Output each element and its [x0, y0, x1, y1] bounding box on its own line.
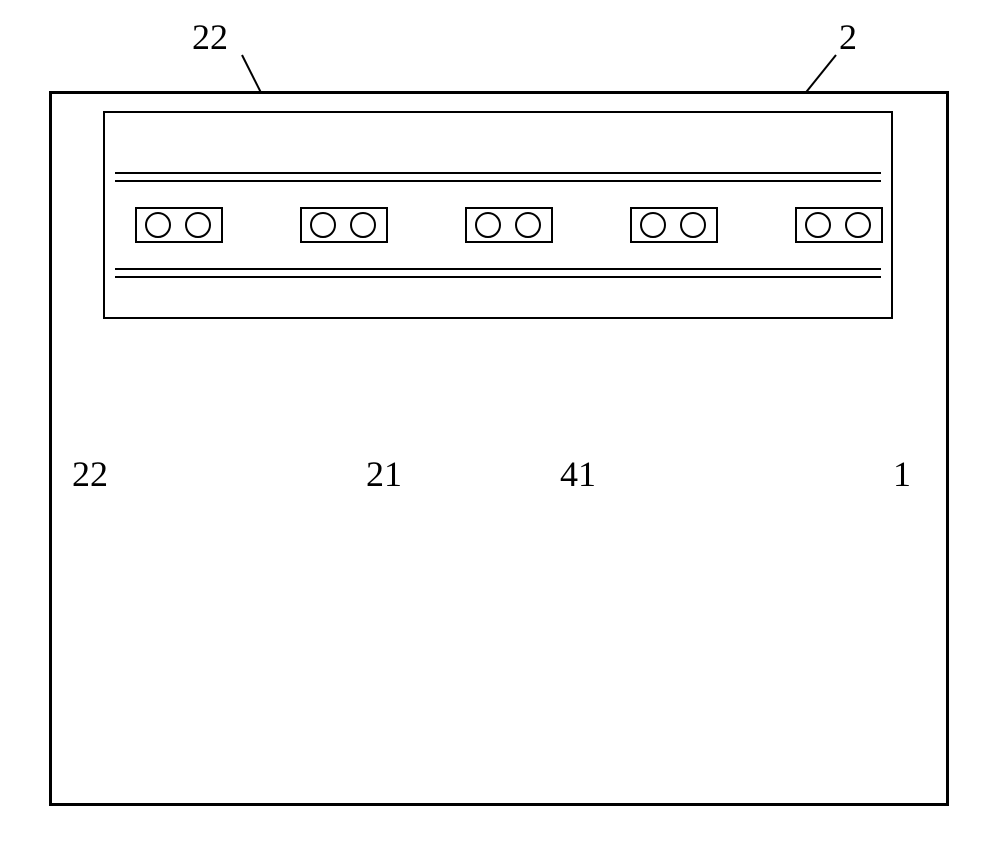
rail-line [115, 268, 881, 270]
connector-circle [310, 212, 336, 238]
connector-circle [680, 212, 706, 238]
label-22-top: 22 [192, 16, 228, 58]
label-41: 41 [560, 453, 596, 495]
rail-line [115, 276, 881, 278]
connector-circle [515, 212, 541, 238]
rail-line [115, 180, 881, 182]
label-1: 1 [893, 453, 911, 495]
connector-circle [845, 212, 871, 238]
label-2: 2 [839, 16, 857, 58]
rail-line [115, 172, 881, 174]
label-22-bot: 22 [72, 453, 108, 495]
connector-circle [805, 212, 831, 238]
connector-circle [185, 212, 211, 238]
connector-circle [475, 212, 501, 238]
label-21: 21 [366, 453, 402, 495]
connector-circle [350, 212, 376, 238]
connector-circle [640, 212, 666, 238]
connector-circle [145, 212, 171, 238]
